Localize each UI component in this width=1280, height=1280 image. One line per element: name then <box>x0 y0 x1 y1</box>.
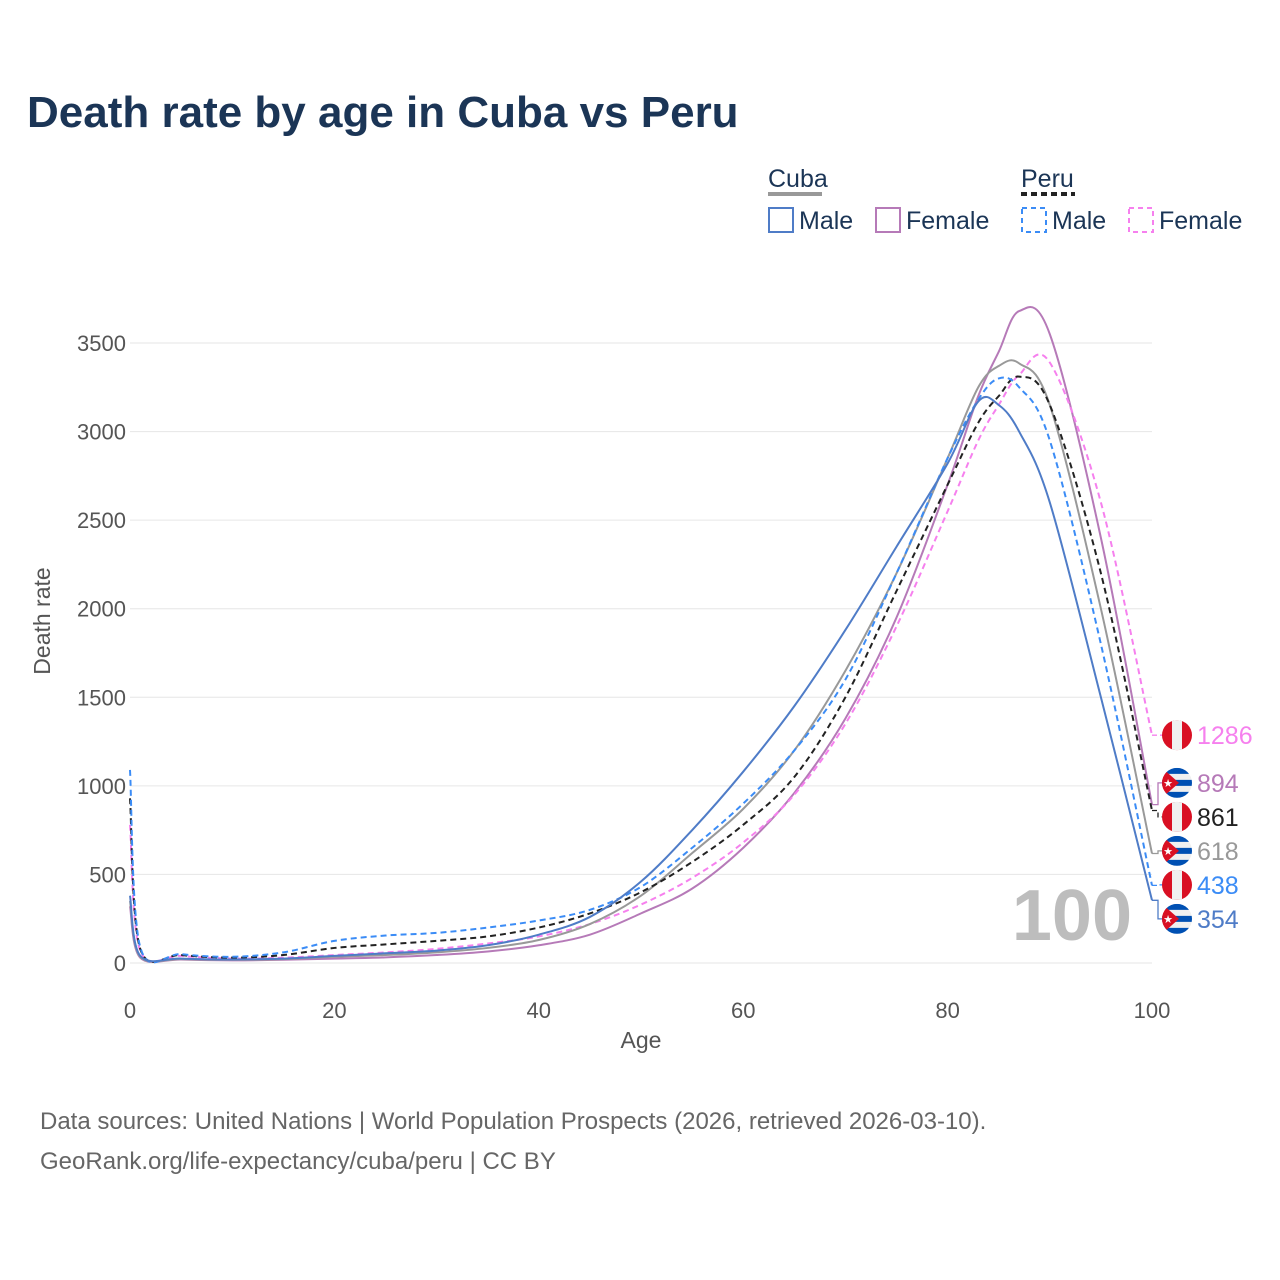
end-label-value: 618 <box>1197 838 1239 866</box>
end-labels: 1286 ★ 894 861 ★ 618 438 ★ 354 <box>1152 720 1253 934</box>
flag-body <box>1162 869 1192 900</box>
flag-triangle <box>1162 903 1179 934</box>
x-tick-label: 0 <box>124 998 136 1023</box>
legend-label[interactable]: Male <box>799 207 853 235</box>
flag-star: ★ <box>1163 914 1173 926</box>
footer-link[interactable]: GeoRank.org/life-expectancy/cuba/peru | … <box>40 1148 556 1175</box>
flag-stripe <box>1162 791 1192 798</box>
flag-triangle <box>1162 767 1179 798</box>
flag-white <box>1172 801 1182 832</box>
legend-label[interactable]: Female <box>1159 207 1242 235</box>
x-tick-label: 80 <box>935 998 959 1023</box>
flag-stripe <box>1162 835 1192 842</box>
flag-stripe <box>1162 767 1192 774</box>
y-tick-label: 3000 <box>77 420 126 445</box>
end-label-value: 1286 <box>1197 722 1253 750</box>
legend-group-peru: Peru <box>1021 165 1074 193</box>
end-label-value: 354 <box>1197 906 1239 934</box>
y-tick-label: 3500 <box>77 331 126 356</box>
x-tick-label: 20 <box>322 998 346 1023</box>
flag-stripe <box>1162 927 1192 934</box>
y-tick-label: 2500 <box>77 508 126 533</box>
y-tick-label: 1000 <box>77 774 126 799</box>
flag-star: ★ <box>1163 846 1173 858</box>
end-label-value: 438 <box>1197 872 1239 900</box>
peru-flag-icon <box>1162 801 1192 832</box>
x-axis-label: Age <box>621 1027 662 1053</box>
y-axis-label: Death rate <box>29 567 55 674</box>
end-label-value: 894 <box>1197 770 1239 798</box>
legend-label[interactable]: Male <box>1052 207 1106 235</box>
flag-triangle <box>1162 835 1179 866</box>
flag-body: ★ <box>1162 835 1192 866</box>
flag-body: ★ <box>1162 903 1192 934</box>
chart-title: Death rate by age in Cuba vs Peru <box>27 88 739 137</box>
y-tick-label: 2000 <box>77 597 126 622</box>
flag-white <box>1172 869 1182 900</box>
peru-flag-icon <box>1162 869 1192 900</box>
peru-flag-icon <box>1162 720 1192 751</box>
legend-swatch-cuba-male[interactable] <box>768 207 794 233</box>
flag-stripe <box>1162 859 1192 866</box>
x-tick-label: 100 <box>1134 998 1171 1023</box>
cuba-flag-icon: ★ <box>1162 835 1192 866</box>
end-label-value: 861 <box>1197 804 1239 832</box>
flag-star: ★ <box>1163 778 1173 790</box>
y-tick-label: 0 <box>114 951 126 976</box>
legend-group-cuba: Cuba <box>768 165 828 193</box>
flag-body <box>1162 801 1192 832</box>
y-tick-label: 500 <box>89 862 126 887</box>
flag-body <box>1162 720 1192 751</box>
legend: Cuba Male Female Peru Male Female <box>768 165 1242 235</box>
x-tick-label: 60 <box>731 998 755 1023</box>
series-line-peru-male <box>129 376 1153 964</box>
legend-label[interactable]: Female <box>906 207 989 235</box>
series-line-cuba-male <box>129 395 1153 963</box>
legend-swatch-peru-male[interactable] <box>1021 207 1047 233</box>
flag-stripe <box>1162 903 1192 910</box>
watermark-year: 100 <box>1012 876 1132 956</box>
flag-body: ★ <box>1162 767 1192 798</box>
legend-swatch-cuba-female[interactable] <box>875 207 901 233</box>
cuba-flag-icon: ★ <box>1162 767 1192 798</box>
legend-swatch-peru-female[interactable] <box>1128 207 1154 233</box>
series-line-peru-female <box>129 353 1153 963</box>
grid <box>130 342 1152 964</box>
flag-white <box>1172 720 1182 751</box>
series-line-peru-total <box>129 375 1153 963</box>
axis-ticks: 0 500 1000 1500 2000 2500 3000 3500 0 20 40 60 80 100 <box>77 331 1170 1023</box>
footer-source: Data sources: United Nations | World Pop… <box>40 1108 987 1135</box>
series-line-cuba-total <box>129 359 1153 963</box>
x-tick-label: 40 <box>527 998 551 1023</box>
cuba-flag-icon: ★ <box>1162 903 1192 934</box>
series-lines <box>129 306 1153 964</box>
y-tick-label: 1500 <box>77 685 126 710</box>
